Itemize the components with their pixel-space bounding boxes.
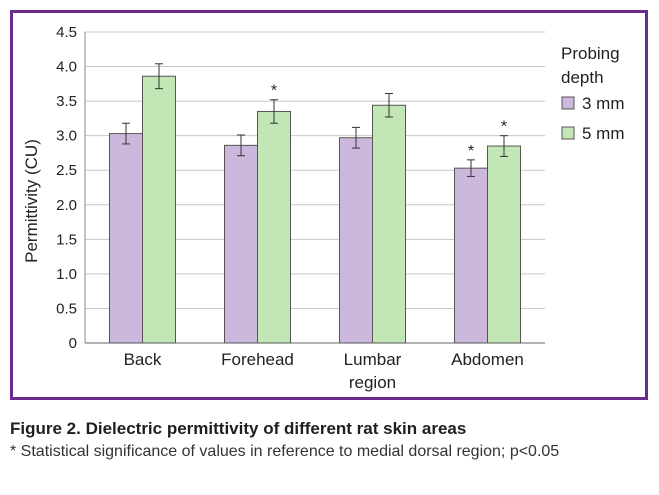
bar: [109, 133, 143, 344]
category-label: Back: [124, 350, 162, 369]
legend-swatch: [561, 126, 575, 140]
chart-frame: 0 0.5 1.0 1.5 2.0 2.5 3.0 3.5 4.0 4.5 * * * Back For…: [10, 10, 648, 400]
legend-title: depth: [561, 68, 604, 87]
y-tick-label: 0: [69, 335, 77, 352]
y-tick-label: 2.0: [56, 197, 77, 214]
legend-label: 3 mm: [582, 94, 625, 113]
bar: [224, 144, 258, 344]
category-label: region: [349, 373, 396, 392]
y-tick-labels: 0 0.5 1.0 1.5 2.0 2.5 3.0 3.5 4.0 4.5: [56, 24, 77, 352]
category-labels: Back Forehead Lumbar region Abdomen: [124, 350, 524, 392]
category-label: Lumbar: [344, 350, 402, 369]
legend-label: 5 mm: [582, 124, 625, 143]
y-tick-label: 0.5: [56, 300, 77, 317]
category-label: Abdomen: [451, 350, 524, 369]
significance-star: *: [468, 143, 474, 160]
caption-note: * Statistical significance of values in …: [10, 443, 560, 460]
caption-title: Figure 2. Dielectric permittivity of dif…: [10, 419, 467, 438]
legend-swatch: [561, 96, 575, 110]
bar-chart: 0 0.5 1.0 1.5 2.0 2.5 3.0 3.5 4.0 4.5 * * * Back For…: [22, 24, 625, 392]
y-tick-label: 4.0: [56, 59, 77, 76]
y-tick-label: 1.5: [56, 231, 77, 248]
bar: [487, 145, 521, 344]
figure-caption: Figure 2. Dielectric permittivity of dif…: [10, 419, 650, 463]
bar: [372, 104, 406, 344]
significance-star: *: [501, 119, 507, 136]
legend-title: Probing: [561, 44, 620, 63]
bar: [257, 110, 291, 344]
y-tick-label: 4.5: [56, 24, 77, 41]
y-tick-label: 1.0: [56, 266, 77, 283]
y-axis-title: Permittivity (CU): [22, 139, 41, 263]
y-tick-label: 3.5: [56, 93, 77, 110]
bar: [142, 75, 176, 344]
significance-markers: * * *: [271, 83, 507, 160]
category-label: Forehead: [221, 350, 294, 369]
bars: [109, 75, 521, 344]
error-bars: [122, 63, 508, 177]
significance-star: *: [271, 83, 277, 100]
y-tick-label: 3.0: [56, 128, 77, 145]
bar: [339, 137, 373, 344]
legend: Probing depth 3 mm 5 mm: [561, 44, 625, 143]
y-tick-label: 2.5: [56, 162, 77, 179]
bar: [454, 167, 488, 344]
